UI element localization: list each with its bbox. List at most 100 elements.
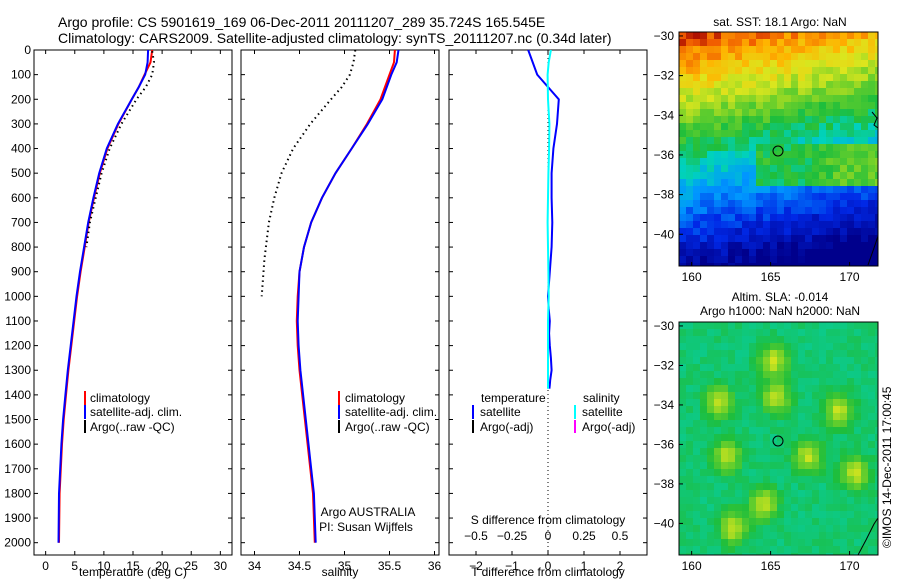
map-cell — [791, 343, 798, 350]
map-cell — [854, 81, 861, 88]
map-cell — [819, 186, 826, 193]
map-cell — [714, 116, 721, 123]
map-cell — [742, 490, 749, 497]
map-cell — [742, 109, 749, 116]
map-cell — [847, 336, 854, 343]
map-cell — [826, 263, 833, 266]
map-cell — [805, 476, 812, 483]
map-cell — [833, 46, 840, 53]
map-cell — [819, 214, 826, 221]
map-cell — [714, 60, 721, 67]
map-cell — [686, 116, 693, 123]
map-cell — [756, 116, 763, 123]
depth-axis: 0100200300400500600700800900100011001200… — [4, 43, 232, 550]
map-cell — [756, 392, 763, 399]
salinity-series — [260, 49, 400, 543]
map-cell — [777, 60, 784, 67]
map-cell — [728, 186, 735, 193]
map-cell — [770, 357, 777, 364]
map-cell — [679, 123, 686, 130]
map-cell — [812, 420, 819, 427]
map-cell — [819, 60, 826, 67]
map-cell — [833, 39, 840, 46]
map-cell — [861, 553, 868, 555]
map-cell — [875, 406, 878, 413]
map-cell — [798, 385, 805, 392]
map-cell — [798, 221, 805, 228]
map-cell — [868, 165, 875, 172]
map-cell — [840, 385, 847, 392]
map-cell — [812, 95, 819, 102]
map-cell — [749, 357, 756, 364]
map-cell — [819, 200, 826, 207]
map-cell — [784, 497, 791, 504]
map-cell — [763, 144, 770, 151]
map-cell — [756, 469, 763, 476]
map-cell — [819, 116, 826, 123]
map-cell — [805, 102, 812, 109]
map-cell — [875, 186, 878, 193]
map-cell — [714, 406, 721, 413]
map-cell — [840, 504, 847, 511]
map-cell — [826, 546, 833, 553]
map-cell — [833, 392, 840, 399]
map-cell — [819, 123, 826, 130]
map-cell — [805, 336, 812, 343]
map-cell — [812, 434, 819, 441]
map-cell — [833, 179, 840, 186]
map-cell — [679, 399, 686, 406]
map-cell — [826, 413, 833, 420]
x-tick-label: 30 — [214, 559, 228, 573]
map-cell — [833, 74, 840, 81]
map-cell — [805, 322, 812, 329]
map-cell — [875, 350, 878, 357]
map-cell — [742, 95, 749, 102]
map-cell — [707, 483, 714, 490]
map-cell — [714, 336, 721, 343]
map-cell — [756, 448, 763, 455]
map-cell — [791, 74, 798, 81]
map-cell — [819, 172, 826, 179]
map-cell — [721, 420, 728, 427]
map-cell — [728, 511, 735, 518]
map-cell — [707, 336, 714, 343]
map-cell — [686, 490, 693, 497]
map-cell — [777, 385, 784, 392]
map-cell — [714, 343, 721, 350]
map-cell — [742, 137, 749, 144]
map-cell — [700, 441, 707, 448]
map-cell — [707, 109, 714, 116]
map-cell — [735, 39, 742, 46]
map-cell — [714, 378, 721, 385]
map-cell — [707, 455, 714, 462]
x-tick-label: 35 — [338, 559, 352, 573]
map-cell — [756, 357, 763, 364]
map-cell — [763, 193, 770, 200]
map-cell — [819, 158, 826, 165]
map-cell — [679, 60, 686, 67]
map-cell — [861, 525, 868, 532]
map-cell — [756, 263, 763, 266]
map-cell — [693, 511, 700, 518]
map-cell — [700, 469, 707, 476]
map-cell — [840, 46, 847, 53]
argo-float-marker — [772, 145, 784, 157]
map-cell — [707, 462, 714, 469]
map-cell — [798, 214, 805, 221]
map-cell — [749, 476, 756, 483]
map-cell — [721, 137, 728, 144]
map-cell — [721, 256, 728, 263]
map-cell — [763, 357, 770, 364]
map-cell — [854, 256, 861, 263]
lon-tick-label: 160 — [682, 270, 702, 284]
map-cell — [707, 256, 714, 263]
map-cell — [791, 434, 798, 441]
map-cell — [679, 158, 686, 165]
map-cell — [721, 392, 728, 399]
map-cell — [868, 256, 875, 263]
map-cell — [721, 483, 728, 490]
map-cell — [819, 385, 826, 392]
map-cell — [686, 151, 693, 158]
map-cell — [854, 413, 861, 420]
map-cell — [700, 553, 707, 555]
